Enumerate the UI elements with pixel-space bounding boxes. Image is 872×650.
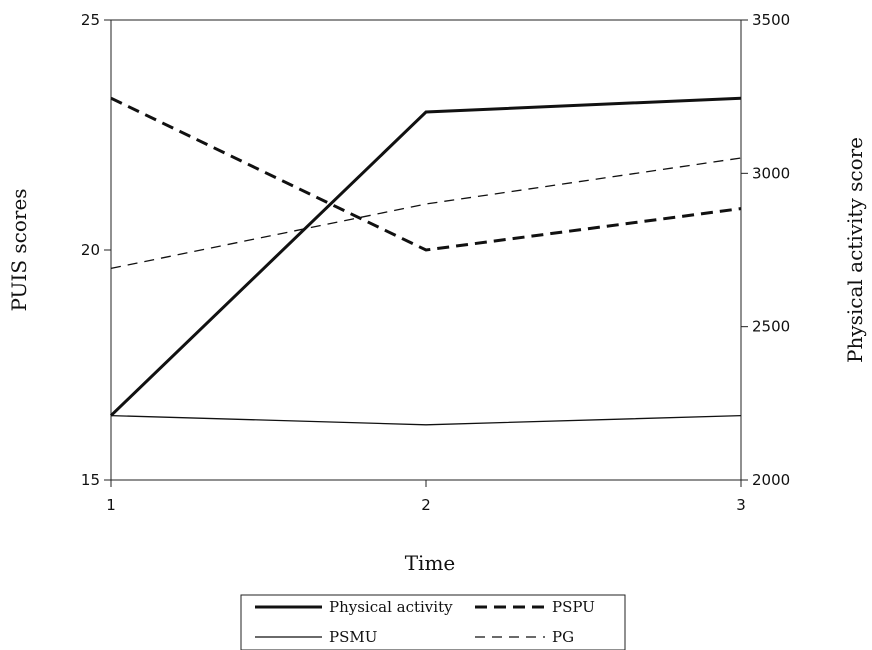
x-tick-label: 2 [421,496,431,514]
x-axis-title: Time [405,551,456,575]
right-tick-label: 2500 [752,318,790,336]
legend-label-pg: PG [552,628,574,646]
right-axis-ticks: 2000 2500 3000 3500 [741,11,790,489]
left-tick-label: 20 [81,241,100,259]
series-line-pspu [110,96,742,252]
left-axis-title: PUIS scores [7,188,31,311]
x-tick-label: 3 [736,496,746,514]
x-tick-label: 1 [106,496,116,514]
legend-box [240,594,626,650]
right-tick-label: 2000 [752,471,790,489]
right-axis-title: Physical activity score [843,137,867,363]
legend-label-psmu: PSMU [329,628,377,646]
left-axis-ticks: 15 20 25 [81,11,111,489]
series-lines [109,96,742,426]
series-line-pg [110,157,742,270]
right-tick-label: 3500 [752,11,790,29]
legend: Physical activity PSPU PSMU PG [240,594,626,650]
right-tick-label: 3000 [752,164,790,182]
legend-label-pspu: PSPU [552,598,595,616]
left-tick-label: 15 [81,471,100,489]
series-line-psmu [110,414,742,426]
x-axis-ticks: 1 2 3 [106,480,746,514]
legend-label-physical-activity: Physical activity [329,598,453,616]
left-tick-label: 25 [81,11,100,29]
series-line-physical-activity [109,96,742,417]
